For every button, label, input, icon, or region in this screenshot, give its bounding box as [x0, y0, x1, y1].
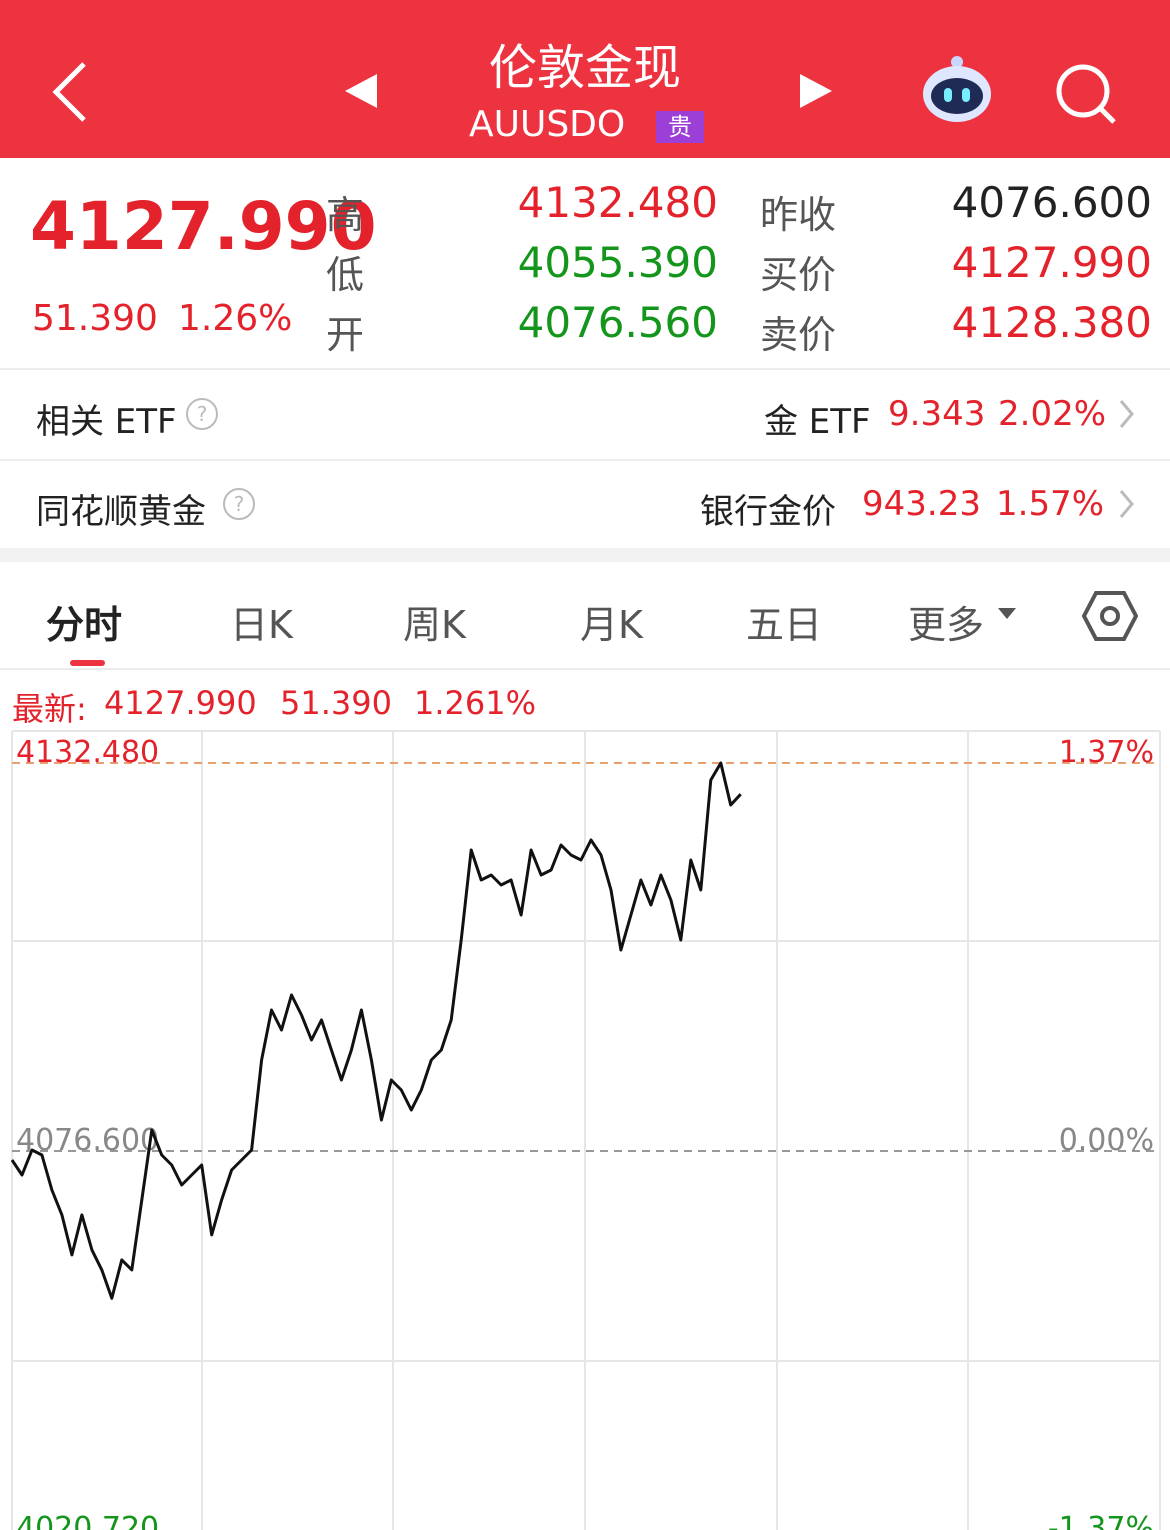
svg-text:?: ?	[234, 492, 245, 516]
y-tick-label: 4020.720	[16, 1511, 159, 1530]
help-icon[interactable]: ?	[222, 487, 256, 521]
tab-indicator	[70, 660, 105, 666]
chevron[interactable]	[1118, 488, 1136, 520]
price-line	[10, 761, 742, 1300]
row-percent: 2.02%	[998, 394, 1107, 434]
gap	[0, 548, 1170, 562]
change: 51.390	[32, 298, 158, 339]
chevron[interactable]	[1118, 398, 1136, 430]
change-percent: 1.26%	[178, 298, 293, 339]
help-icon[interactable]: ?	[185, 397, 219, 431]
field-label: 卖价	[760, 313, 837, 357]
svg-text:?: ?	[197, 402, 208, 426]
field-value: 4076.560	[517, 298, 718, 347]
row-price: 9.343	[888, 394, 986, 434]
latest-percent: 1.261%	[414, 684, 537, 722]
search-button[interactable]	[1054, 62, 1118, 126]
grid	[11, 730, 1161, 1530]
dropdown-arrow	[998, 608, 1016, 619]
row-name[interactable]: 金 ETF	[764, 402, 871, 442]
row-title: 相关 ETF	[36, 402, 177, 442]
row-title: 同花顺黄金	[36, 492, 206, 532]
field-label: 开	[326, 313, 365, 357]
y-tick-label: 4132.480	[16, 735, 159, 770]
next-button[interactable]	[798, 72, 834, 110]
divider	[0, 668, 1170, 670]
y-tick-label: 4076.600	[16, 1123, 159, 1158]
field-value: 4055.390	[517, 238, 718, 287]
badge: 贵	[656, 111, 704, 143]
prev-button[interactable]	[343, 72, 379, 110]
latest-change: 51.390	[280, 684, 392, 722]
chart: 4132.480 4076.600 4020.720 1.37% 0.00% -1.37%	[10, 730, 1161, 1530]
title: 伦敦金现	[488, 40, 681, 96]
field-value: 4076.600	[951, 178, 1152, 227]
latest-label: 最新:	[12, 690, 87, 728]
field-label: 低	[326, 253, 365, 297]
y2-tick-label: 1.37%	[1059, 735, 1154, 770]
price: 4127.990	[30, 188, 377, 265]
tab-active[interactable]: 分时	[46, 603, 123, 647]
tab[interactable]: 月K	[580, 603, 643, 647]
field-value: 4128.380	[951, 298, 1152, 347]
header: 伦敦金现 AUUSDO 贵	[0, 0, 1170, 158]
back-button[interactable]	[48, 60, 92, 124]
code: AUUSDO	[469, 104, 626, 145]
divider	[0, 459, 1170, 461]
y2-tick-label: 0.00%	[1059, 1123, 1154, 1158]
divider	[0, 368, 1170, 370]
row-percent: 1.57%	[996, 484, 1105, 524]
field-value: 4127.990	[951, 238, 1152, 287]
robot-icon[interactable]	[918, 54, 996, 126]
tab[interactable]: 日K	[230, 603, 293, 647]
field-value: 4132.480	[517, 178, 718, 227]
field-label: 买价	[760, 253, 837, 297]
tab[interactable]: 更多	[908, 603, 985, 647]
latest-price: 4127.990	[104, 684, 257, 722]
field-label: 高	[326, 193, 365, 237]
y2-tick-label: -1.37%	[1048, 1511, 1154, 1530]
row-price: 943.23	[862, 484, 981, 524]
field-label: 昨收	[760, 193, 837, 237]
tab[interactable]: 五日	[746, 603, 823, 647]
tab[interactable]: 周K	[403, 603, 466, 647]
row-name[interactable]: 银行金价	[700, 492, 836, 532]
settings-button[interactable]	[1082, 590, 1138, 642]
